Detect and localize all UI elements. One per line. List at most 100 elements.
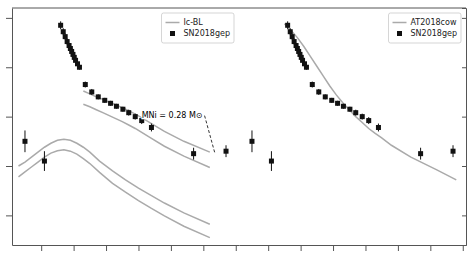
point: [341, 104, 346, 109]
frame: [12, 8, 239, 9]
tick-mark: [398, 245, 399, 251]
tick-mark: [6, 18, 12, 19]
point: [120, 107, 125, 112]
legend: AT2018cow SN2018gep: [389, 13, 462, 43]
point: [335, 101, 340, 106]
point: [269, 159, 274, 164]
tick: [462, 18, 466, 19]
tick: [462, 117, 466, 118]
tick-mark: [6, 215, 12, 216]
legend-swatch: [393, 22, 407, 24]
tick-mark: [430, 245, 431, 251]
tick: [268, 245, 269, 251]
tick: [365, 245, 366, 251]
tick: [462, 166, 466, 167]
series-line: [284, 24, 456, 180]
tick-mark: [268, 245, 269, 251]
tick-mark: [365, 245, 366, 251]
point: [114, 104, 119, 109]
legend-label: Ic-BL: [184, 18, 204, 27]
tick-mark: [6, 117, 12, 118]
axis-domain: [240, 245, 467, 246]
tick: [138, 245, 139, 251]
point: [96, 94, 101, 99]
tick-mark: [462, 166, 466, 167]
tick-mark: [41, 245, 42, 251]
series-line: [18, 91, 209, 238]
point: [63, 34, 68, 39]
legend-box: [162, 13, 235, 43]
point: [77, 65, 82, 70]
point: [366, 118, 371, 123]
tick-mark: [462, 67, 466, 68]
legend-label: SN2018gep: [411, 29, 458, 38]
legend-box: [389, 13, 462, 43]
x-axis: [13, 245, 240, 251]
annotation-line: [205, 116, 215, 154]
axis-domain: [13, 245, 240, 246]
tick: [236, 245, 237, 251]
legend-swatch: [397, 31, 402, 36]
legend-item: SN2018gep: [397, 29, 457, 38]
y-axis: [6, 9, 13, 246]
tick-mark: [138, 245, 139, 251]
point: [108, 101, 113, 106]
series-points: [249, 21, 455, 171]
tick-mark: [106, 245, 107, 251]
point: [323, 94, 328, 99]
tick-mark: [301, 245, 302, 251]
tick: [301, 245, 302, 251]
series-points: [22, 21, 228, 171]
tick: [74, 245, 75, 251]
tick-mark: [6, 67, 12, 68]
tick: [41, 245, 42, 251]
legend-item: Ic-BL: [166, 18, 204, 27]
point: [285, 23, 290, 28]
tick: [106, 245, 107, 251]
point: [102, 98, 107, 103]
point: [418, 151, 423, 156]
tick: [398, 245, 399, 251]
y-axis-right: [462, 9, 467, 246]
tick-mark: [462, 18, 466, 19]
axis-domain: [12, 9, 13, 246]
tick: [462, 67, 466, 68]
tick: [6, 18, 12, 19]
frame: [239, 8, 466, 9]
tick-mark: [171, 245, 172, 251]
legend-item: AT2018cow: [393, 18, 457, 27]
legend-label: AT2018cow: [411, 18, 457, 27]
point: [347, 107, 352, 112]
point: [58, 23, 63, 28]
point: [133, 114, 138, 119]
tick: [6, 117, 12, 118]
annotation: MNi = 0.28 M⊙: [142, 111, 203, 120]
point: [304, 65, 309, 70]
tick-mark: [462, 215, 466, 216]
tick: [333, 245, 334, 251]
tick-mark: [462, 117, 466, 118]
plot-area: [18, 21, 228, 237]
tick-mark: [333, 245, 334, 251]
tick: [6, 67, 12, 68]
axis-domain: [462, 9, 467, 246]
tick: [6, 166, 12, 167]
point: [288, 29, 293, 34]
legend-swatch: [166, 22, 180, 24]
tick-mark: [203, 245, 204, 251]
point: [360, 114, 365, 119]
point: [249, 139, 254, 144]
tick: [171, 245, 172, 251]
tick: [203, 245, 204, 251]
point: [329, 98, 334, 103]
tick: [430, 245, 431, 251]
panel: MNi = 0.28 M⊙ Ic-BL SN2018gep: [6, 8, 240, 251]
plot-area: [249, 21, 456, 179]
point: [316, 89, 321, 94]
point: [310, 82, 315, 87]
tick: [6, 215, 12, 216]
legend-item: SN2018gep: [170, 29, 230, 38]
legend: Ic-BL SN2018gep: [162, 13, 235, 43]
point: [290, 34, 295, 39]
legend-swatch: [170, 31, 175, 36]
